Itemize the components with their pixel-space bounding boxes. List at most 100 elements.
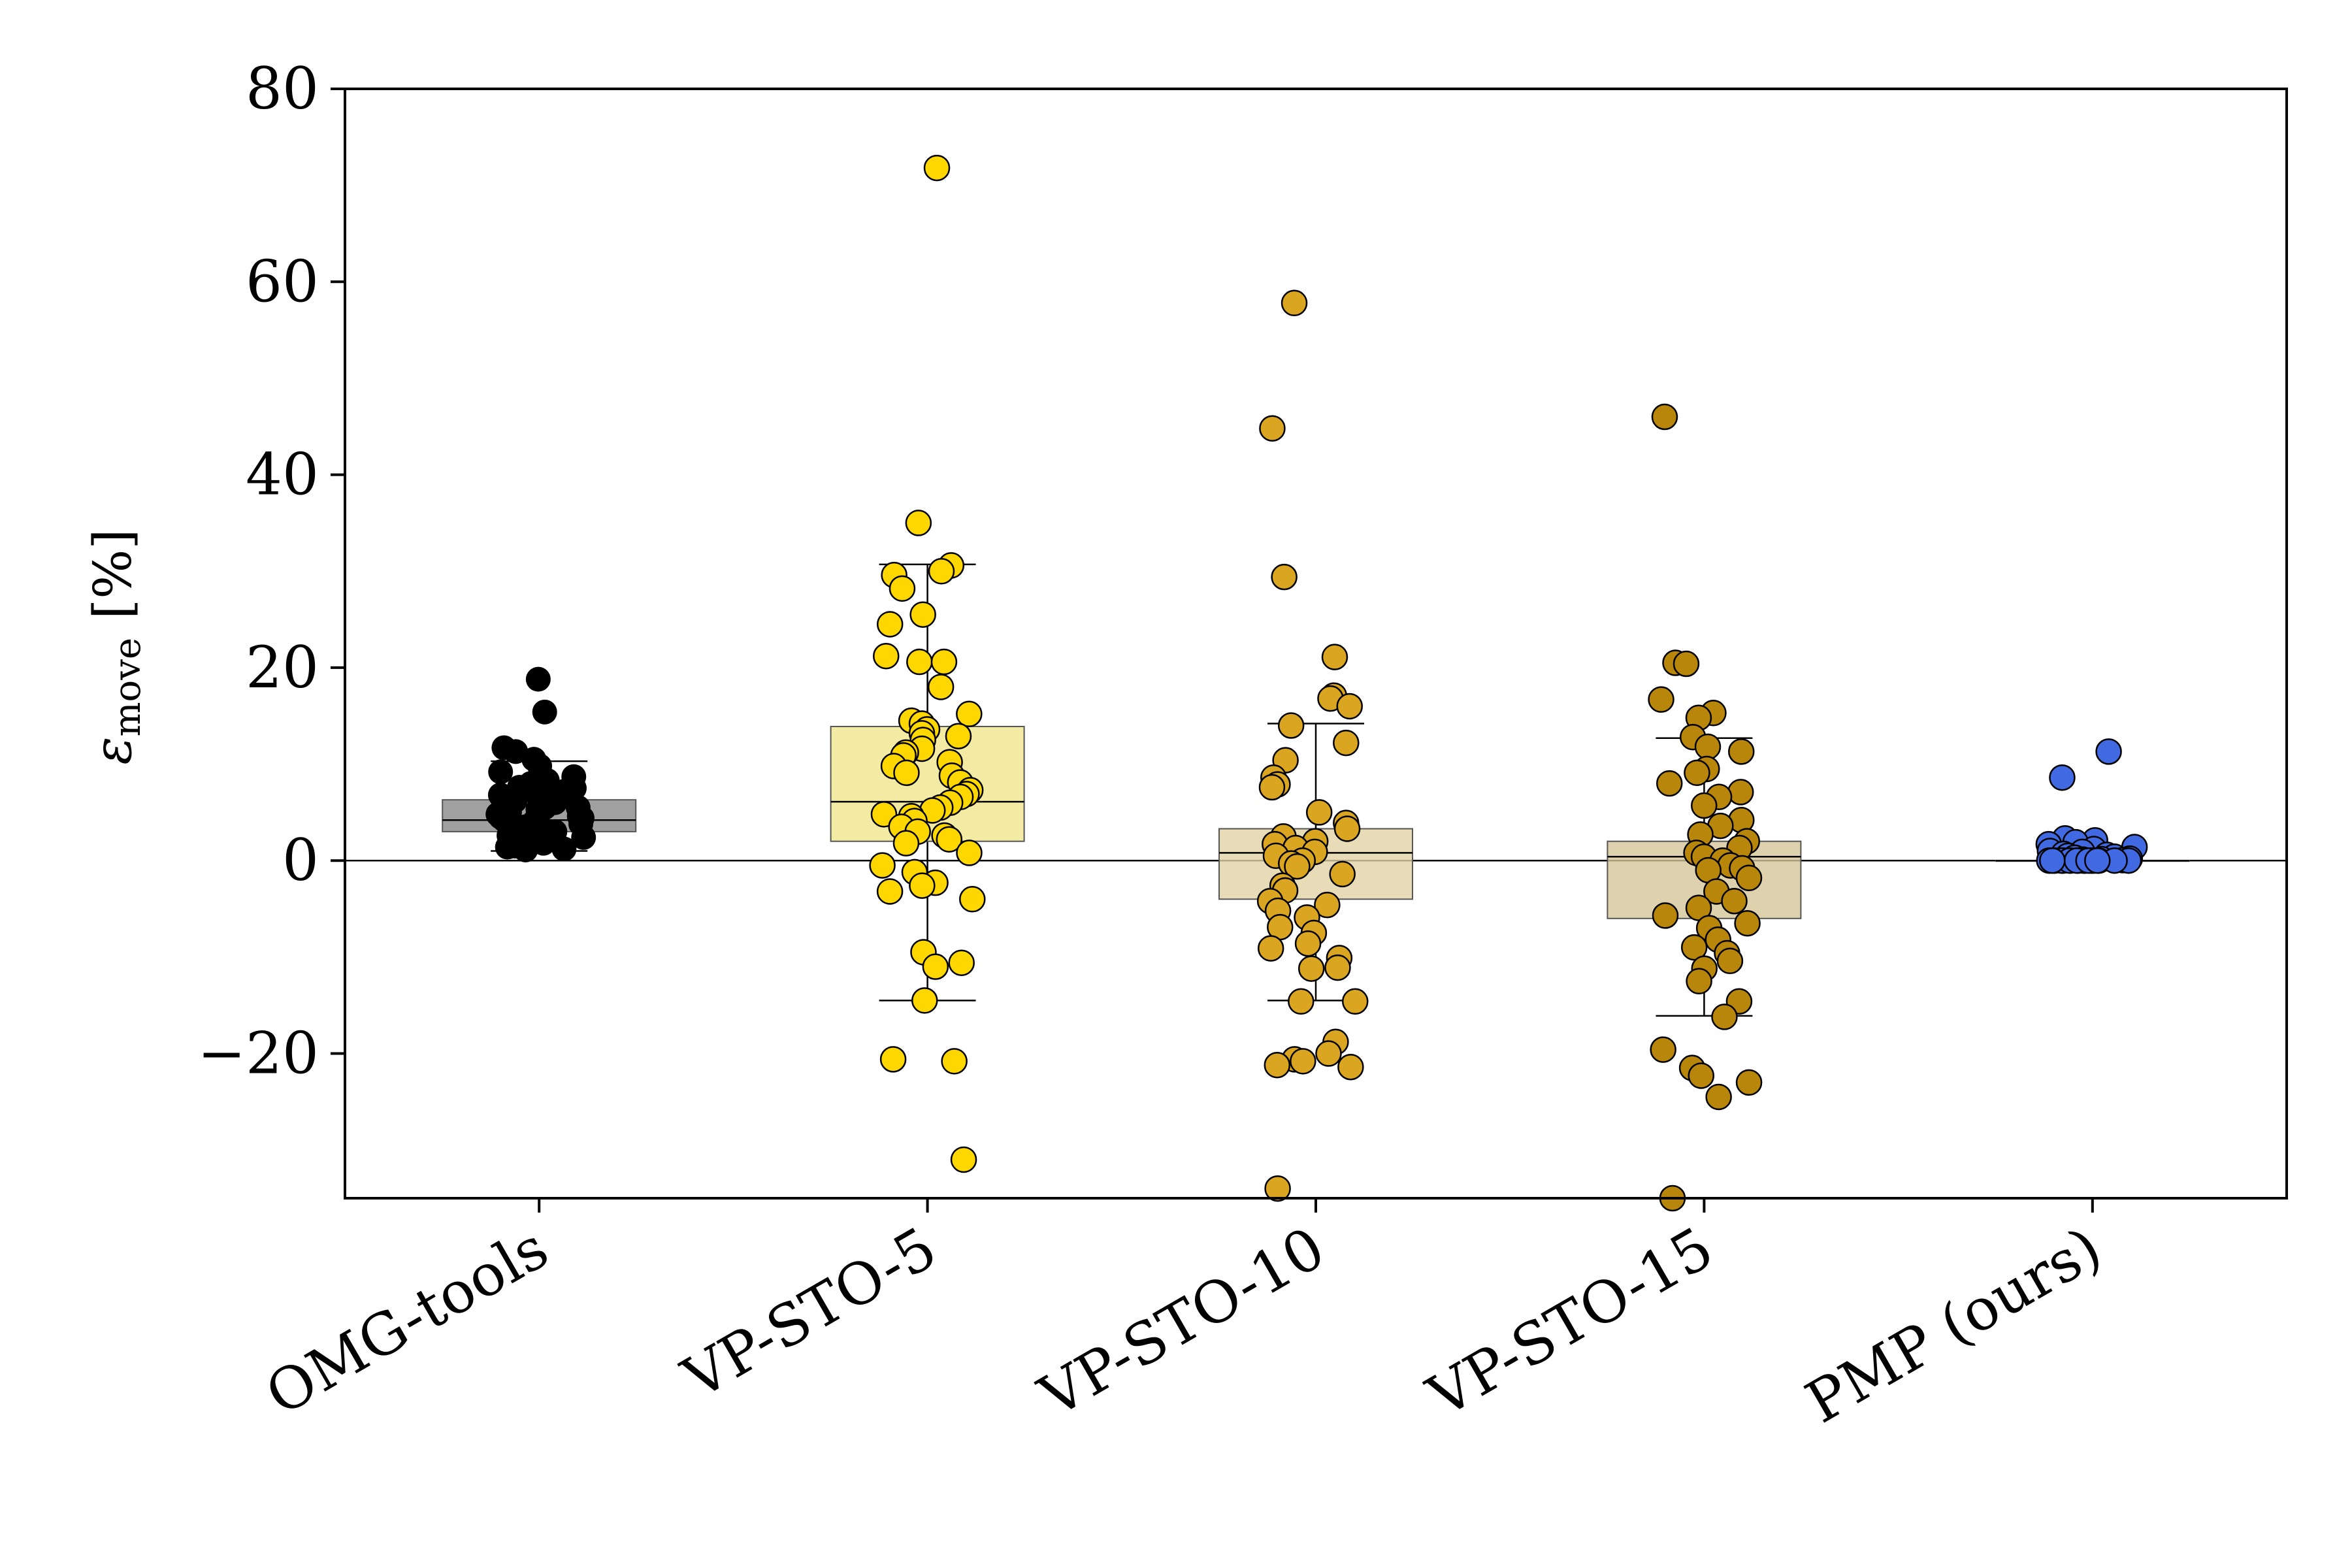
data-point xyxy=(1314,891,1341,919)
y-axis-unit: [%] xyxy=(82,529,143,619)
data-point xyxy=(1264,1051,1291,1079)
data-point xyxy=(502,834,528,859)
data-point xyxy=(1727,738,1755,765)
data-point xyxy=(1716,947,1744,975)
y-axis-subscript: move xyxy=(106,638,149,737)
x-tick-label: VP-STO-5 xyxy=(671,1214,947,1413)
data-point xyxy=(928,558,955,585)
data-point xyxy=(923,154,951,182)
plot-frame xyxy=(344,88,2288,1200)
data-point xyxy=(1257,935,1284,962)
y-tick-label: 60 xyxy=(246,248,319,315)
data-point xyxy=(1277,712,1305,739)
data-point xyxy=(936,826,963,853)
data-point xyxy=(565,795,591,821)
data-point xyxy=(1336,693,1363,720)
data-point xyxy=(551,836,577,862)
data-point xyxy=(2039,847,2066,874)
data-point xyxy=(869,852,896,879)
data-point xyxy=(911,987,938,1014)
data-point xyxy=(948,949,975,976)
data-point xyxy=(909,872,936,899)
data-point xyxy=(956,840,983,866)
data-point xyxy=(502,785,528,811)
data-point xyxy=(524,824,549,849)
data-point xyxy=(2049,764,2076,791)
data-point xyxy=(1734,909,1761,937)
data-point xyxy=(1705,1083,1732,1111)
data-point xyxy=(1264,1175,1291,1202)
data-point xyxy=(1673,650,1700,678)
x-tick-label: PMP (ours) xyxy=(1795,1214,2112,1436)
data-point xyxy=(909,601,936,628)
data-point xyxy=(1727,779,1754,806)
y-tick-label: −20 xyxy=(197,1020,319,1087)
data-point xyxy=(1259,415,1286,442)
data-point xyxy=(1288,988,1315,1015)
data-point xyxy=(1341,988,1369,1015)
data-point xyxy=(561,776,587,801)
data-point xyxy=(1648,686,1674,713)
data-point xyxy=(959,886,986,913)
x-tick-label: OMG-tools xyxy=(255,1214,559,1428)
data-point xyxy=(1735,1069,1763,1096)
data-point xyxy=(889,575,916,602)
data-point xyxy=(1680,934,1708,961)
data-point xyxy=(1711,1004,1738,1030)
data-point xyxy=(1294,930,1322,957)
data-point xyxy=(2084,847,2111,874)
data-point xyxy=(879,1046,907,1073)
y-axis-label: εmove [%] xyxy=(82,529,149,765)
data-point xyxy=(950,1146,977,1173)
x-tick-label: VP-STO-15 xyxy=(1416,1214,1724,1431)
data-point xyxy=(873,642,900,670)
data-point xyxy=(893,759,920,787)
data-point xyxy=(488,804,514,830)
data-point xyxy=(1329,860,1356,888)
data-point xyxy=(571,825,596,850)
data-point xyxy=(922,953,949,980)
data-point xyxy=(906,648,933,676)
data-point xyxy=(876,878,904,905)
data-point xyxy=(1337,1053,1364,1081)
data-point xyxy=(1690,792,1718,819)
data-point xyxy=(1258,774,1286,801)
data-point xyxy=(1305,799,1333,826)
data-point xyxy=(525,666,551,692)
data-point xyxy=(1284,853,1311,880)
data-point xyxy=(1686,968,1712,995)
data-point xyxy=(1721,887,1748,915)
data-point xyxy=(532,699,557,725)
data-point xyxy=(930,648,958,676)
data-point xyxy=(1650,1036,1676,1063)
data-point xyxy=(2095,738,2122,765)
data-point xyxy=(1656,770,1683,797)
data-point xyxy=(892,830,920,857)
axis-layer: −20 0 20 40 60 80 OMG-tools VP-STO-5 VP-STO-10 VP… xyxy=(197,55,2112,1436)
data-point xyxy=(488,759,514,785)
data-point xyxy=(945,723,972,749)
data-point xyxy=(1315,1040,1342,1067)
data-point xyxy=(1321,644,1348,670)
y-tick-label: 0 xyxy=(282,826,319,894)
x-tick-label: VP-STO-10 xyxy=(1028,1214,1335,1431)
data-point xyxy=(1688,1062,1715,1089)
box-group xyxy=(830,563,1025,1002)
data-point xyxy=(1735,864,1763,892)
data-point xyxy=(956,700,983,728)
y-axis-symbol: ε xyxy=(82,737,143,765)
data-point xyxy=(1290,1048,1316,1075)
data-point xyxy=(1333,815,1361,842)
data-point xyxy=(876,611,904,638)
data-point xyxy=(1271,563,1298,591)
data-point xyxy=(1324,954,1351,981)
svg-text:εmove[%]: εmove [%] xyxy=(82,529,149,765)
data-point xyxy=(1694,733,1722,760)
y-tick-label: 80 xyxy=(246,55,319,122)
data-point xyxy=(941,1048,968,1075)
data-point xyxy=(1333,729,1360,757)
point-layer xyxy=(485,154,2148,1212)
data-point xyxy=(1651,403,1678,431)
data-point xyxy=(1281,289,1308,317)
